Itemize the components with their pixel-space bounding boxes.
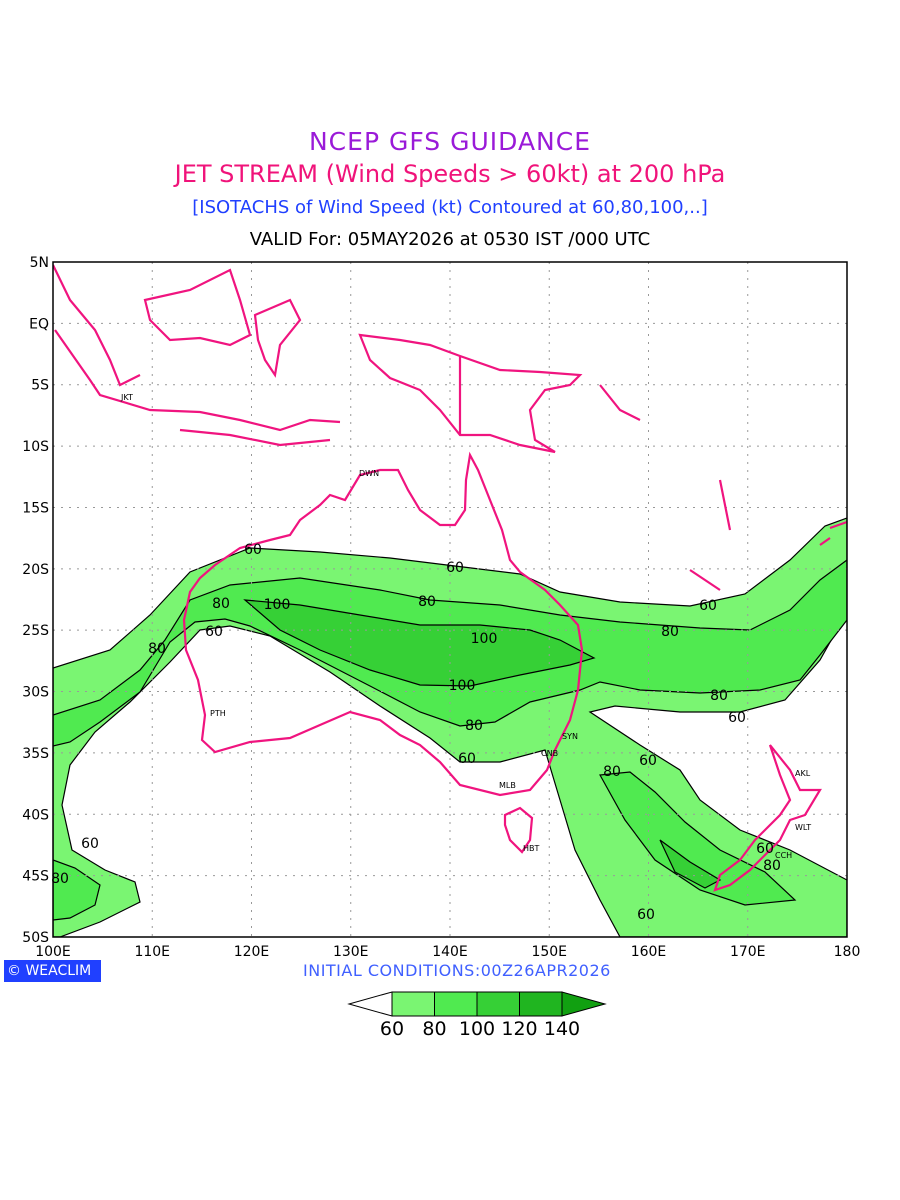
contour-label-60: 60 <box>81 836 99 852</box>
contour-label-80: 80 <box>148 641 166 657</box>
city-label: AKL <box>795 769 811 778</box>
contour-label-80: 80 <box>763 858 781 874</box>
contour-labels: 60 60 60 60 80 60 60 60 60 60 60 80 80 8… <box>51 542 781 923</box>
isotach-80-area-west <box>53 859 101 921</box>
longitude-axis: 100E 110E 120E 130E 140E 150E 160E 170E 180 <box>35 944 860 960</box>
legend-swatch <box>476 991 520 1017</box>
lon-tick-label: 170E <box>730 944 766 960</box>
contour-label-100: 100 <box>471 631 498 647</box>
title-subtitle: [ISOTACHS of Wind Speed (kt) Contoured a… <box>192 197 708 218</box>
city-label: MLB <box>499 781 516 790</box>
lat-tick-label: 30S <box>22 685 49 701</box>
legend-label: 100 <box>459 1018 495 1040</box>
lon-tick-label: 110E <box>134 944 170 960</box>
city-label: HBT <box>523 844 540 853</box>
legend-swatch <box>519 991 563 1017</box>
isotach-100-area <box>243 599 596 687</box>
legend-swatch <box>391 991 435 1017</box>
coast-tasmania <box>503 806 534 854</box>
contour-label-80: 80 <box>51 871 69 887</box>
contour-label-60: 60 <box>205 624 223 640</box>
city-label: CNB <box>541 749 558 758</box>
lon-tick-label: 140E <box>432 944 468 960</box>
contour-label-80: 80 <box>603 764 621 780</box>
title-source: NCEP GFS GUIDANCE <box>308 127 591 156</box>
lat-tick-label: 25S <box>22 623 49 639</box>
isotach-100-area-south <box>659 839 722 889</box>
lat-tick-label: 40S <box>22 807 49 823</box>
contour-label-60: 60 <box>244 542 262 558</box>
initial-conditions: INITIAL CONDITIONS:00Z26APR2026 <box>303 961 611 980</box>
map-frame <box>52 261 848 938</box>
city-label: SYN <box>562 732 578 741</box>
lat-tick-label: 5S <box>31 378 49 394</box>
lat-tick-label: 45S <box>22 869 49 885</box>
lat-tick-label: 10S <box>22 439 49 455</box>
contour-label-60: 60 <box>699 598 717 614</box>
lon-tick-label: 100E <box>35 944 71 960</box>
logo-text: WEACLIM <box>25 963 92 979</box>
legend-arrow-high <box>561 991 607 1017</box>
coast-pacific-islands <box>599 384 847 591</box>
lat-tick-label: EQ <box>29 316 49 332</box>
city-label: JKT <box>120 393 133 402</box>
city-labels: JKT DWN PTH MLB CNB SYN HBT AKL WLT CCH <box>120 393 811 860</box>
contour-label-60: 60 <box>446 560 464 576</box>
lon-tick-label: 180 <box>834 944 861 960</box>
lat-tick-label: 35S <box>22 746 49 762</box>
coast-indonesia <box>53 264 341 447</box>
lat-tick-label: 5N <box>30 255 49 271</box>
weaclim-logo: © WEACLIM <box>4 960 101 982</box>
contour-label-100: 100 <box>449 678 476 694</box>
contour-label-60: 60 <box>637 907 655 923</box>
coast-new-guinea <box>358 333 583 454</box>
latitude-axis: 5N EQ 5S 10S 15S 20S 25S 30S 35S 40S 45S 50S <box>22 255 49 946</box>
city-label: WLT <box>795 823 811 832</box>
legend-label: 120 <box>501 1018 537 1040</box>
contour-label-80: 80 <box>465 718 483 734</box>
city-label: PTH <box>210 709 226 718</box>
contour-label-80: 80 <box>418 594 436 610</box>
lon-tick-label: 130E <box>333 944 369 960</box>
contour-label-60: 60 <box>756 841 774 857</box>
coast-new-zealand <box>713 744 822 892</box>
contour-label-60: 60 <box>458 751 476 767</box>
coastlines <box>53 264 847 892</box>
contour-label-100: 100 <box>264 597 291 613</box>
lon-tick-label: 160E <box>631 944 667 960</box>
copyright-icon: © <box>7 963 21 979</box>
lat-tick-label: 15S <box>22 500 49 516</box>
lon-tick-label: 120E <box>234 944 270 960</box>
lat-tick-label: 20S <box>22 562 49 578</box>
coast-australia <box>182 451 584 797</box>
legend-arrow-low <box>347 991 393 1017</box>
valid-time: VALID For: 05MAY2026 at 0530 IST /000 UT… <box>249 229 651 250</box>
legend-label: 80 <box>422 1018 446 1040</box>
contour-label-80: 80 <box>661 624 679 640</box>
color-legend <box>347 991 607 1017</box>
city-label: DWN <box>359 469 379 478</box>
legend-label: 140 <box>544 1018 580 1040</box>
legend-labels: 60 80 100 120 140 <box>380 1018 580 1040</box>
contour-label-60: 60 <box>639 753 657 769</box>
city-label: CCH <box>775 851 792 860</box>
legend-swatch <box>434 991 478 1017</box>
lon-tick-label: 150E <box>531 944 567 960</box>
contour-label-60: 60 <box>728 710 746 726</box>
legend-label: 60 <box>380 1018 404 1040</box>
graticule <box>53 262 847 937</box>
title-main: JET STREAM (Wind Speeds > 60kt) at 200 h… <box>174 160 726 188</box>
contour-label-80: 80 <box>212 596 230 612</box>
lat-tick-label: 50S <box>22 930 49 946</box>
contour-label-80: 80 <box>710 688 728 704</box>
